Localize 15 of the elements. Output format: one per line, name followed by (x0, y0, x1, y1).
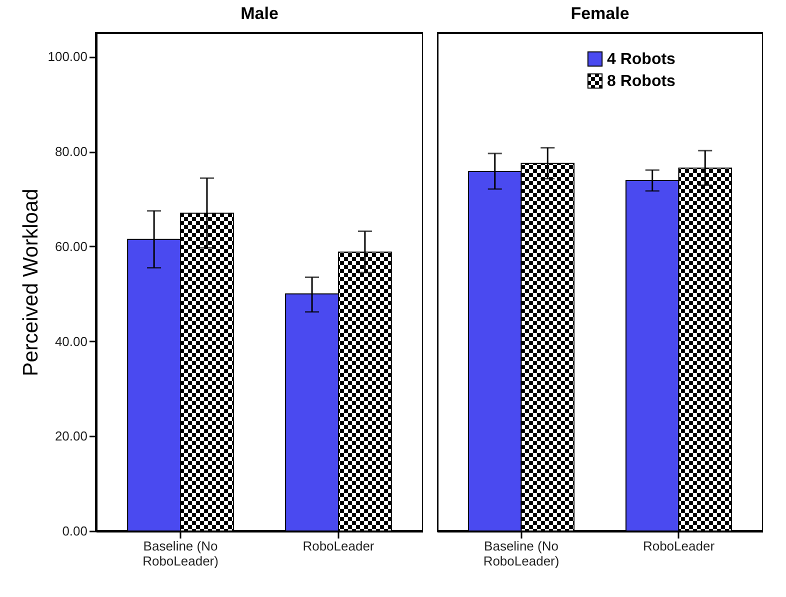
y-tick-label: 60.00 (54, 238, 88, 254)
x-tick-label: Baseline (No RoboLeader) (142, 538, 218, 568)
legend-label: 8 Robots (607, 73, 676, 90)
legend-label: 4 Robots (607, 51, 676, 68)
y-tick-label: 20.00 (54, 428, 88, 444)
x-tick-label: RoboLeader (642, 538, 716, 554)
y-tick-label: 80.00 (54, 144, 88, 160)
y-tick-label: 0.00 (62, 524, 88, 538)
chart-title: Male (240, 4, 278, 23)
y-axis-title: Perceived Workload (20, 188, 43, 376)
y-tick-label: 100.00 (48, 49, 88, 64)
x-tick-label: RoboLeader (302, 538, 375, 554)
y-tick-label: 40.00 (54, 334, 88, 349)
chart-title: Female (570, 4, 630, 23)
x-tick-label: Baseline (No RoboLeader) (483, 538, 560, 568)
